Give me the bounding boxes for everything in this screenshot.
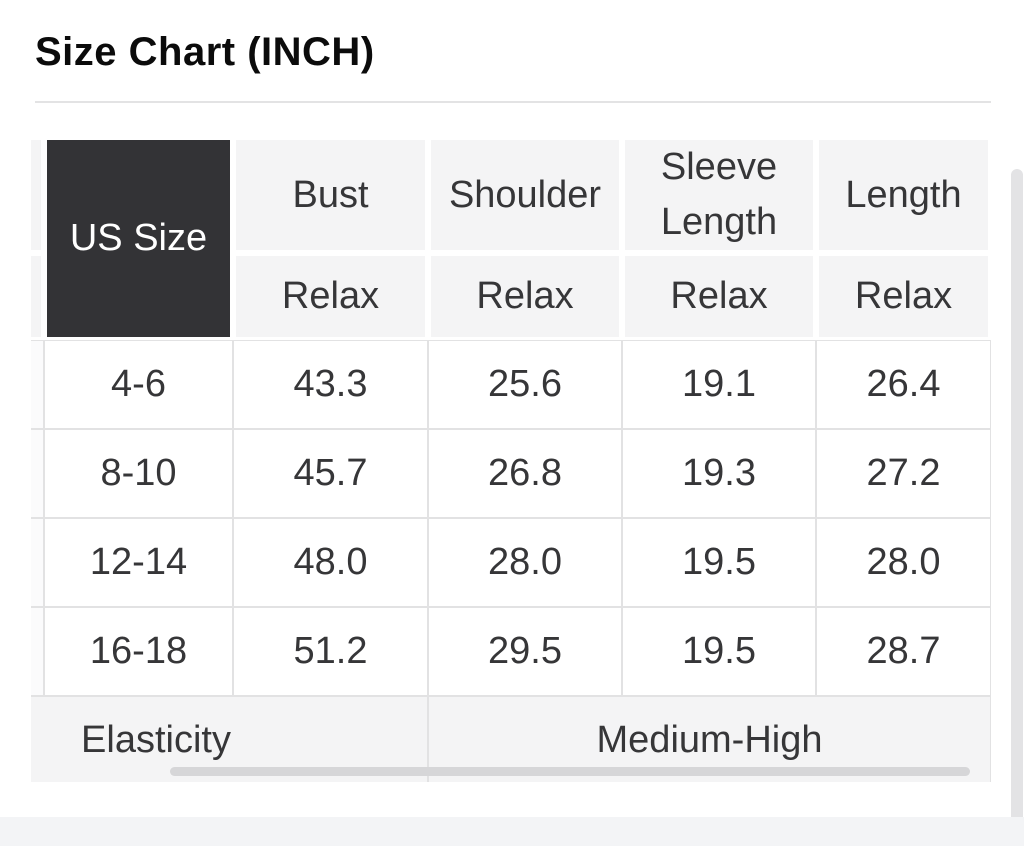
offscreen-column-header bbox=[31, 137, 44, 254]
table-row: 4-6 43.3 25.6 19.1 26.4 bbox=[31, 340, 991, 430]
offscreen-cell bbox=[31, 340, 44, 430]
fit-cell-bust: Relax bbox=[233, 253, 428, 341]
column-header-length: Length bbox=[816, 137, 991, 254]
table-row: 16-18 51.2 29.5 19.5 28.7 bbox=[31, 607, 991, 697]
us-size-corner-cell: US Size bbox=[44, 137, 233, 341]
length-value: 26.4 bbox=[816, 340, 991, 430]
column-header-shoulder: Shoulder bbox=[428, 137, 622, 254]
shoulder-value: 26.8 bbox=[428, 429, 622, 519]
offscreen-cell bbox=[31, 607, 44, 697]
column-header-bust: Bust bbox=[233, 137, 428, 254]
header-row-measurements: US Size Bust Shoulder Sleeve Length Leng… bbox=[31, 137, 991, 341]
header-row-fit: Relax Relax Relax Relax bbox=[31, 253, 991, 341]
size-chart-scroll-area[interactable]: US Size Bust Shoulder Sleeve Length Leng… bbox=[31, 137, 993, 782]
shoulder-value: 29.5 bbox=[428, 607, 622, 697]
column-header-sleeve-length: Sleeve Length bbox=[622, 137, 816, 254]
offscreen-cell bbox=[31, 518, 44, 608]
length-value: 28.7 bbox=[816, 607, 991, 697]
offscreen-cell bbox=[31, 429, 44, 519]
sleeve-length-value: 19.5 bbox=[622, 518, 816, 608]
us-size-cell: 12-14 bbox=[44, 518, 233, 608]
fit-cell-shoulder: Relax bbox=[428, 253, 622, 341]
table-row: 12-14 48.0 28.0 19.5 28.0 bbox=[31, 518, 991, 608]
next-section-edge bbox=[0, 817, 1024, 846]
fit-cell-sleeve-length: Relax bbox=[622, 253, 816, 341]
bust-value: 48.0 bbox=[233, 518, 428, 608]
shoulder-value: 25.6 bbox=[428, 340, 622, 430]
bust-value: 51.2 bbox=[233, 607, 428, 697]
table-row: 8-10 45.7 26.8 19.3 27.2 bbox=[31, 429, 991, 519]
us-size-cell: 4-6 bbox=[44, 340, 233, 430]
vertical-scrollbar-thumb[interactable] bbox=[1011, 169, 1023, 846]
us-size-cell: 16-18 bbox=[44, 607, 233, 697]
title-divider bbox=[35, 101, 991, 103]
length-value: 28.0 bbox=[816, 518, 991, 608]
bust-value: 43.3 bbox=[233, 340, 428, 430]
bust-value: 45.7 bbox=[233, 429, 428, 519]
sleeve-length-value: 19.5 bbox=[622, 607, 816, 697]
horizontal-scrollbar-thumb[interactable] bbox=[170, 767, 970, 776]
page-title: Size Chart (INCH) bbox=[35, 30, 375, 74]
size-chart-table: US Size Bust Shoulder Sleeve Length Leng… bbox=[31, 137, 991, 782]
fit-cell-length: Relax bbox=[816, 253, 991, 341]
offscreen-column-fit bbox=[31, 253, 44, 341]
us-size-cell: 8-10 bbox=[44, 429, 233, 519]
sleeve-length-value: 19.3 bbox=[622, 429, 816, 519]
length-value: 27.2 bbox=[816, 429, 991, 519]
shoulder-value: 28.0 bbox=[428, 518, 622, 608]
sleeve-length-value: 19.1 bbox=[622, 340, 816, 430]
